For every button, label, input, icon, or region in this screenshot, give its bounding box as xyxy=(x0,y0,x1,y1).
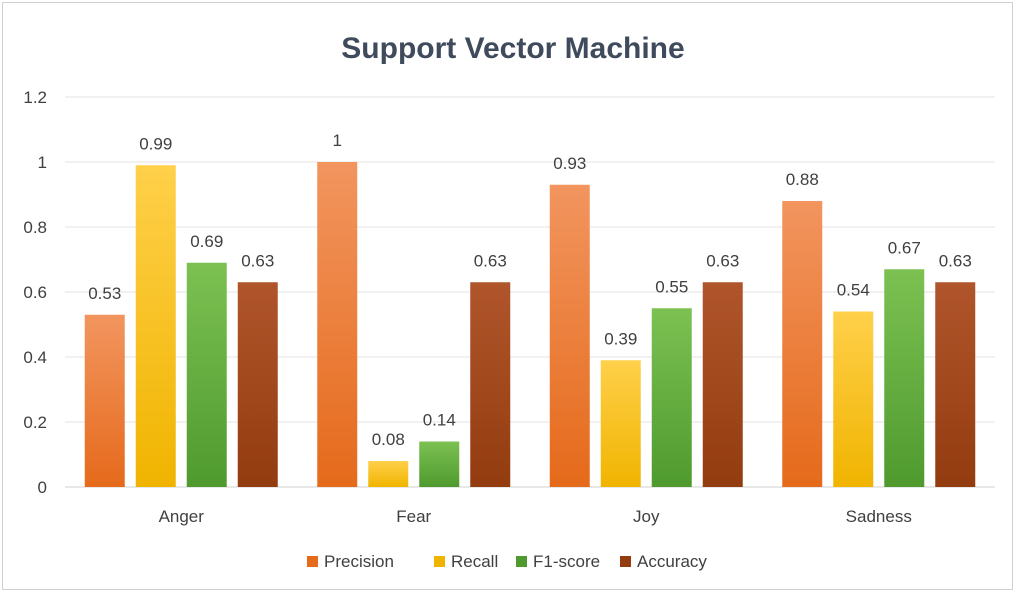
legend-label: F1-score xyxy=(533,552,600,571)
data-label: 0.63 xyxy=(939,251,972,270)
bar-accuracy-fear xyxy=(470,282,511,487)
y-axis-ticks: 0 0.2 0.4 0.6 0.8 1 1.2 xyxy=(23,88,47,497)
data-label: 0.99 xyxy=(139,134,172,153)
data-label: 0.63 xyxy=(474,251,507,270)
x-axis-categories: Anger Fear Joy Sadness xyxy=(159,507,912,526)
bar-recall-sadness xyxy=(833,311,874,487)
legend: Precision Recall F1-score Accuracy xyxy=(307,552,707,571)
data-label: 0.93 xyxy=(553,154,586,173)
bar-precision-sadness xyxy=(782,201,823,487)
y-tick-label: 1.2 xyxy=(23,88,47,107)
legend-label: Accuracy xyxy=(637,552,707,571)
legend-label: Recall xyxy=(451,552,498,571)
data-labels: 0.53 0.99 0.69 0.63 1 0.08 0.14 0.63 0.93 0.39 0.5… xyxy=(88,131,972,449)
data-label: 0.39 xyxy=(604,329,637,348)
legend-label: Precision xyxy=(324,552,394,571)
bar-f1-score-fear xyxy=(419,441,460,487)
bar-recall-joy xyxy=(600,360,641,487)
legend-swatch-accuracy xyxy=(620,556,631,567)
bar-accuracy-joy xyxy=(702,282,743,487)
data-label: 0.53 xyxy=(88,284,121,303)
category-label-sadness: Sadness xyxy=(846,507,912,526)
bar-accuracy-anger xyxy=(237,282,278,487)
category-label-anger: Anger xyxy=(159,507,205,526)
bar-f1-score-anger xyxy=(186,262,227,487)
bar-chart: Support Vector Machine 0 0.2 0.4 0.6 0.8 1 1.2… xyxy=(23,32,995,571)
data-label: 0.88 xyxy=(786,170,819,189)
data-label: 0.67 xyxy=(888,238,921,257)
bar-f1-score-joy xyxy=(651,308,692,487)
category-label-joy: Joy xyxy=(633,507,660,526)
y-tick-label: 0.4 xyxy=(23,348,47,367)
bar-f1-score-sadness xyxy=(884,269,925,487)
bar-precision-fear xyxy=(317,162,358,487)
data-label: 0.08 xyxy=(372,430,405,449)
bar-accuracy-sadness xyxy=(935,282,976,487)
y-tick-label: 0.2 xyxy=(23,413,47,432)
chart-title: Support Vector Machine xyxy=(341,32,684,65)
y-tick-label: 0.8 xyxy=(23,218,47,237)
data-label: 0.55 xyxy=(655,277,688,296)
legend-swatch-f1-score xyxy=(516,556,527,567)
y-tick-label: 0 xyxy=(38,478,47,497)
bar-recall-anger xyxy=(135,165,176,487)
bar-precision-anger xyxy=(84,314,125,487)
legend-swatch-precision xyxy=(307,556,318,567)
legend-swatch-recall xyxy=(434,556,445,567)
bars xyxy=(84,162,976,487)
data-label: 0.63 xyxy=(706,251,739,270)
data-label: 0.63 xyxy=(241,251,274,270)
data-label: 0.69 xyxy=(190,232,223,251)
data-label: 0.54 xyxy=(837,281,870,300)
data-label: 0.14 xyxy=(423,411,456,430)
category-label-fear: Fear xyxy=(396,507,431,526)
bar-recall-fear xyxy=(368,461,409,487)
bar-precision-joy xyxy=(549,184,590,487)
data-label: 1 xyxy=(333,131,342,150)
y-tick-label: 0.6 xyxy=(23,283,47,302)
y-tick-label: 1 xyxy=(38,153,47,172)
